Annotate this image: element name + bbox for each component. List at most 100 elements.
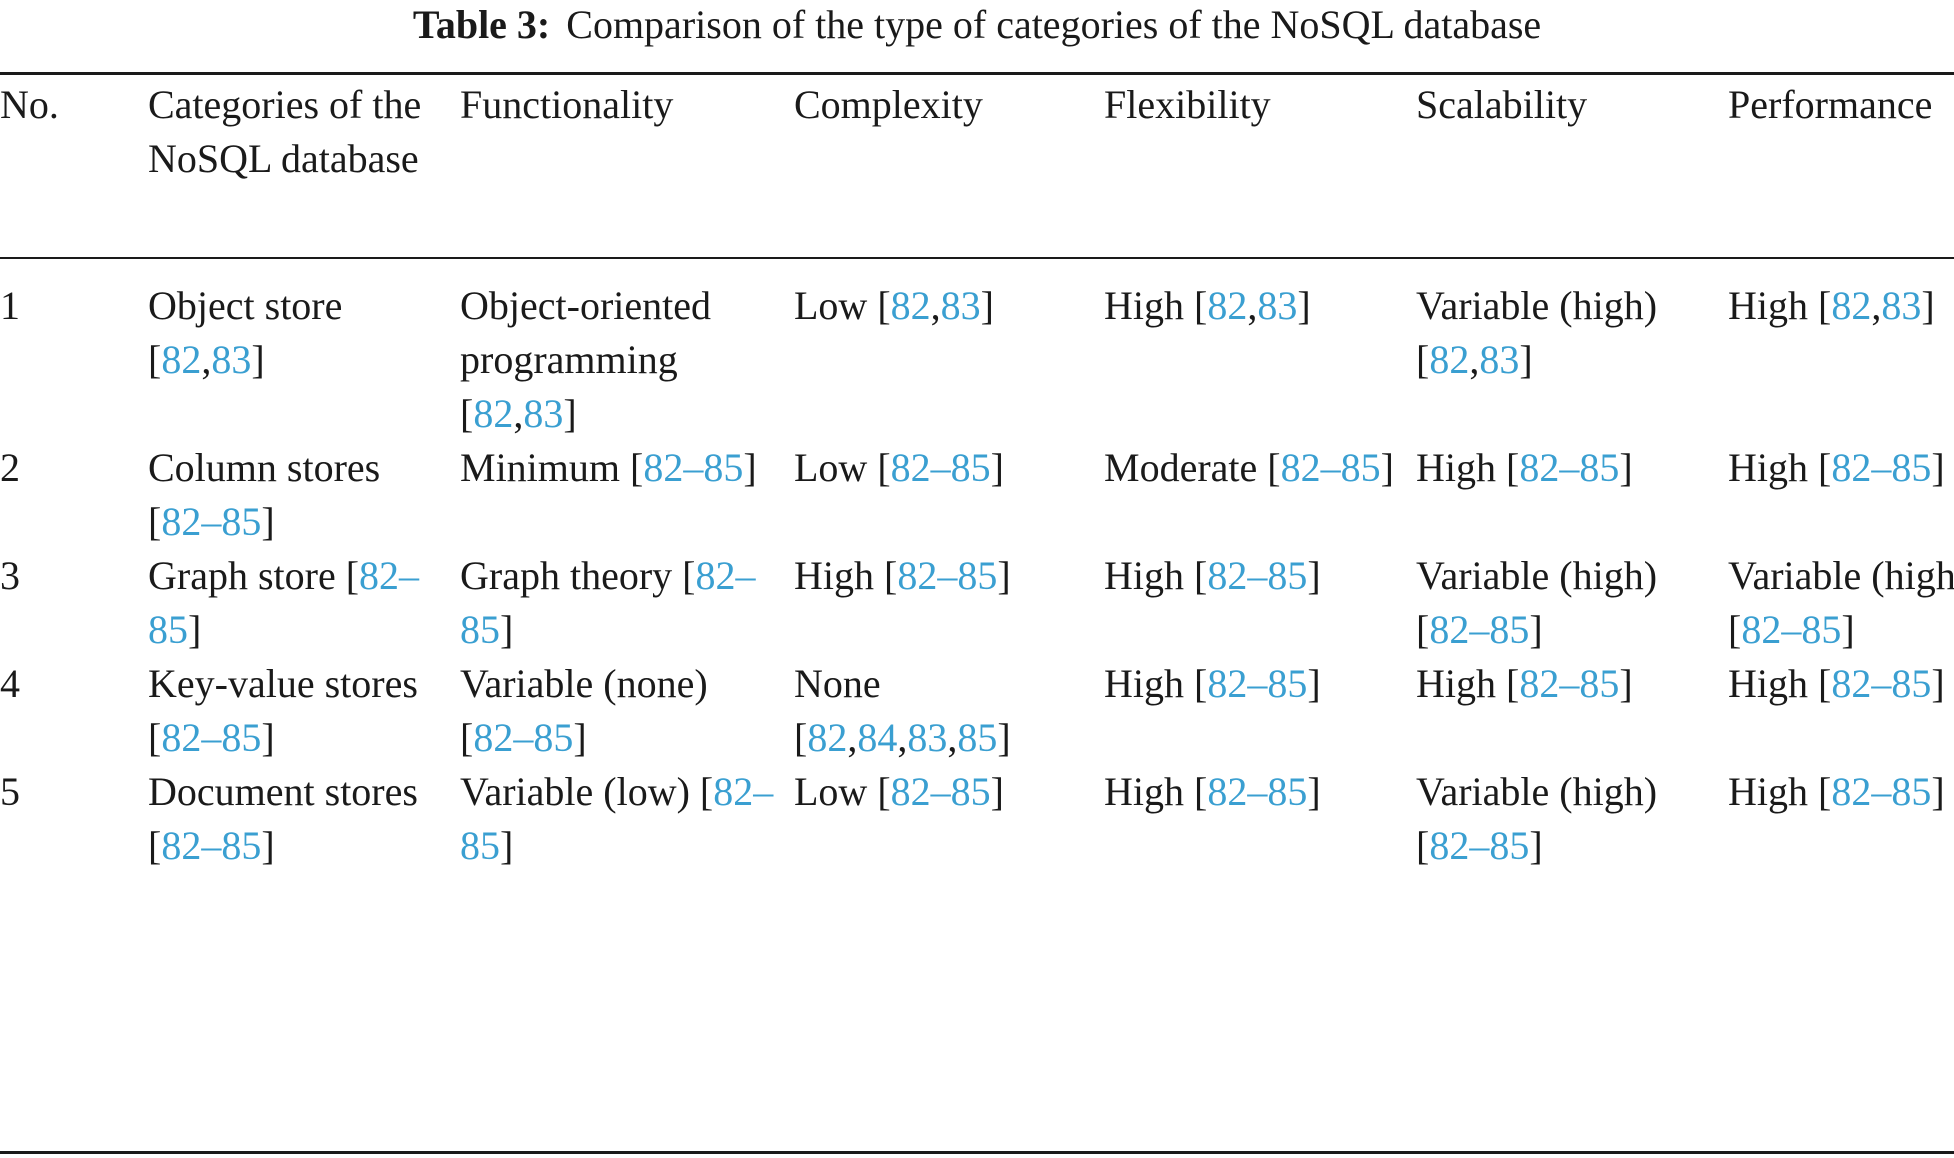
cell-complexity: High [82–85] [794, 553, 1011, 598]
cell-flexibility: High [82,83] [1104, 283, 1311, 328]
table-body: 1 Object store [82,83] Object-oriented pro… [0, 257, 1954, 873]
citation-link[interactable]: 83 [1881, 283, 1922, 328]
cell-scalability: Variable (high) [82–85] [1416, 553, 1658, 652]
citation-link[interactable]: 85 [957, 715, 998, 760]
cell-text: High [1728, 445, 1808, 490]
cell-text: Variable (none) [460, 661, 708, 706]
citation-link[interactable]: 82 [473, 391, 514, 436]
citation-link[interactable]: 82–85 [890, 769, 991, 814]
citation-link[interactable]: 82–85 [1207, 661, 1308, 706]
citation-link[interactable]: 83 [907, 715, 948, 760]
table-row: 4 Key-value stores [82–85] Variable (none)… [0, 657, 1954, 765]
citation-link[interactable]: 82–85 [161, 715, 262, 760]
cell-functionality: Variable (low) [82–85] [460, 769, 774, 868]
cell-no: 1 [0, 283, 20, 328]
cell-flexibility: High [82–85] [1104, 769, 1321, 814]
citation-link[interactable]: 82–85 [890, 445, 991, 490]
citation-link[interactable]: 82 [161, 337, 202, 382]
table-row: 3 Graph store [82–85] Graph theory [82–85]… [0, 549, 1954, 657]
cell-text: Low [794, 283, 868, 328]
cell-text: Variable (high) [1416, 769, 1658, 814]
citation-link[interactable]: 82–85 [1519, 661, 1620, 706]
cell-complexity: Low [82–85] [794, 445, 1004, 490]
cell-scalability: Variable (high) [82,83] [1416, 283, 1658, 382]
citation-link[interactable]: 82–85 [643, 445, 744, 490]
cell-functionality: Minimum [82–85] [460, 445, 757, 490]
header-flexibility: Flexibility [1104, 82, 1271, 127]
cell-no: 5 [0, 769, 20, 814]
citation-link[interactable]: 82–85 [148, 553, 420, 652]
citation-link[interactable]: 82–85 [1207, 553, 1308, 598]
cell-flexibility: High [82–85] [1104, 553, 1321, 598]
cell-text: Moderate [1104, 445, 1258, 490]
table-caption-label: Table 3: [412, 2, 551, 47]
cell-scalability: Variable (high) [82–85] [1416, 769, 1658, 868]
citation-link[interactable]: 82–85 [1429, 823, 1530, 868]
cell-text: High [1104, 283, 1184, 328]
citation-link[interactable]: 82–85 [897, 553, 998, 598]
citation-link[interactable]: 82–85 [460, 553, 756, 652]
nosql-comparison-table: No. Categories of the NoSQL database Fun… [0, 78, 1954, 873]
citation-link[interactable]: 82–85 [1519, 445, 1620, 490]
cell-category: Column stores [82–85] [148, 445, 381, 544]
cell-text: Low [794, 445, 868, 490]
citation-link[interactable]: 82 [1831, 283, 1872, 328]
table-caption: Table 3: Comparison of the type of catego… [0, 0, 1954, 50]
cell-performance: High [82–85] [1728, 769, 1945, 814]
cell-functionality: Graph theory [82–85] [460, 553, 756, 652]
citation-link[interactable]: 83 [1479, 337, 1520, 382]
citation-link[interactable]: 82 [1207, 283, 1248, 328]
cell-text: Object store [148, 283, 343, 328]
citation-link[interactable]: 82–85 [1429, 607, 1530, 652]
cell-flexibility: High [82–85] [1104, 661, 1321, 706]
cell-performance: High [82,83] [1728, 283, 1935, 328]
citation-link[interactable]: 82–85 [1280, 445, 1381, 490]
cell-text: High [794, 553, 874, 598]
citation-link[interactable]: 83 [523, 391, 564, 436]
citation-link[interactable]: 83 [1257, 283, 1298, 328]
citation-link[interactable]: 82–85 [1831, 661, 1932, 706]
table-header-rule [0, 257, 1954, 259]
cell-text: Variable (high) [1416, 283, 1658, 328]
cell-category: Document stores [82–85] [148, 769, 418, 868]
citation-link[interactable]: 82 [807, 715, 848, 760]
citation-link[interactable]: 82–85 [1831, 769, 1932, 814]
citation-link[interactable]: 82 [890, 283, 931, 328]
cell-text: High [1104, 769, 1184, 814]
cell-performance: High [82–85] [1728, 661, 1945, 706]
cell-text: High [1104, 553, 1184, 598]
header-scalability: Scalability [1416, 82, 1588, 127]
citation-link[interactable]: 82 [1429, 337, 1470, 382]
cell-no: 3 [0, 553, 20, 598]
citation-link[interactable]: 82–85 [1741, 607, 1842, 652]
citation-link[interactable]: 82–85 [1207, 769, 1308, 814]
citation-link[interactable]: 82–85 [473, 715, 574, 760]
cell-flexibility: Moderate [82–85] [1104, 445, 1394, 490]
citation-link[interactable]: 82–85 [161, 823, 262, 868]
citation-link[interactable]: 82–85 [1831, 445, 1932, 490]
cell-scalability: High [82–85] [1416, 445, 1633, 490]
table-caption-text: Comparison of the type of categories of … [566, 2, 1542, 47]
citation-link[interactable]: 83 [940, 283, 981, 328]
cell-scalability: High [82–85] [1416, 661, 1633, 706]
cell-no: 4 [0, 661, 20, 706]
cell-text: Graph store [148, 553, 336, 598]
header-categories: Categories of the NoSQL database [148, 82, 422, 181]
citation-link[interactable]: 84 [857, 715, 898, 760]
cell-text: Variable (low) [460, 769, 690, 814]
citation-link[interactable]: 82–85 [460, 769, 774, 868]
table-row: 1 Object store [82,83] Object-oriented pro… [0, 257, 1954, 441]
cell-complexity: Low [82,83] [794, 283, 994, 328]
cell-text: Document stores [148, 769, 418, 814]
header-performance: Performance [1728, 82, 1933, 127]
cell-text: High [1728, 283, 1808, 328]
cell-performance: High [82–85] [1728, 445, 1945, 490]
cell-text: Variable (high) [1416, 553, 1658, 598]
cell-text: Graph theory [460, 553, 673, 598]
cell-text: Column stores [148, 445, 381, 490]
citation-link[interactable]: 83 [211, 337, 252, 382]
citation-link[interactable]: 82–85 [161, 499, 262, 544]
table-bottom-rule [0, 1151, 1954, 1154]
table-row: 2 Column stores [82–85] Minimum [82–85] Low… [0, 441, 1954, 549]
